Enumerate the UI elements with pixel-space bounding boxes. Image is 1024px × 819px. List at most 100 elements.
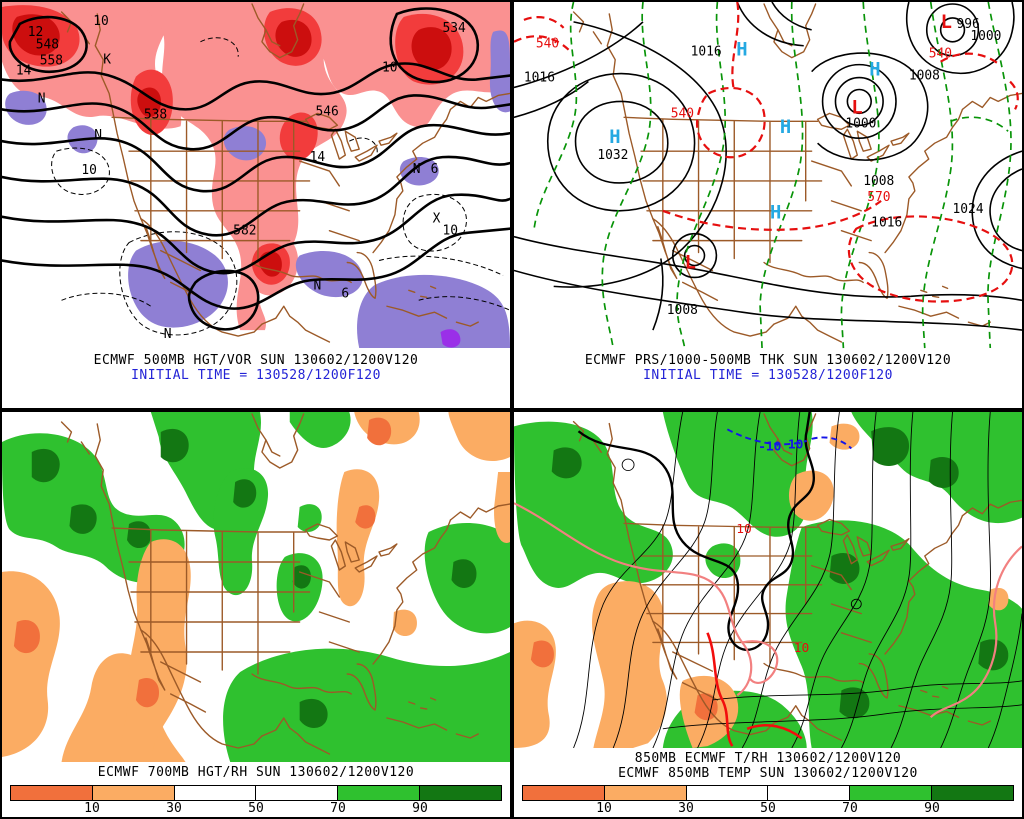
rh-colorbar-ticks: 10 30 50 70 90 xyxy=(522,801,1014,816)
isobar-contours xyxy=(514,2,1022,331)
panel-850mb-t-rh: -10 10 10 10 850MB ECMWF T/RH 130602/1200V1… xyxy=(512,410,1024,819)
temp-contours-warm-bold xyxy=(706,632,803,747)
map-label: H xyxy=(869,59,880,81)
colorbar-tick-label: 10 xyxy=(596,801,612,816)
map-label: 1032 xyxy=(597,148,628,163)
rh-shading-dark-green xyxy=(551,427,1009,719)
map-label: 6 xyxy=(341,286,349,301)
map-label: 538 xyxy=(144,107,167,122)
map-label: 558 xyxy=(40,54,63,69)
rh-shading-deep-orange xyxy=(13,417,392,708)
colorbar-segment xyxy=(255,786,338,800)
map-label: 1008 xyxy=(909,69,940,84)
rh-shading-dark-green xyxy=(31,428,477,728)
map-label: 548 xyxy=(36,38,59,53)
colorbar-segment xyxy=(685,786,768,800)
map-label: L xyxy=(941,11,952,33)
colorbar-tick-label: 70 xyxy=(330,801,346,816)
colorbar-segment xyxy=(419,786,501,800)
map-label: 14 xyxy=(16,64,32,79)
rh-shading-green xyxy=(2,412,510,762)
map-label: 1000 xyxy=(970,29,1001,44)
temp-contour-zero xyxy=(577,412,815,651)
colorbar-segment xyxy=(523,786,604,800)
colorbar-segment xyxy=(931,786,1013,800)
caption-line1: ECMWF 700MB HGT/RH SUN 130602/1200V120 xyxy=(97,765,415,780)
rh-colorbar xyxy=(10,785,502,801)
map-label: L xyxy=(685,251,696,273)
map-700mb-rh xyxy=(2,412,510,762)
map-label: N xyxy=(314,278,322,293)
map-label: 534 xyxy=(443,21,467,36)
panel-prs-thickness: 540 1016 H 1032 540 H 1016 H L 1000 1008 L 996 1000 54… xyxy=(512,0,1024,410)
map-label: 1016 xyxy=(691,45,722,60)
caption-850mb: 850MB ECMWF T/RH 130602/1200V120 ECMWF 8… xyxy=(514,748,1022,781)
caption-line1: ECMWF PRS/1000-500MB THK SUN 130602/1200… xyxy=(584,353,952,368)
map-label: 1016 xyxy=(524,71,555,86)
map-label: N xyxy=(94,128,102,143)
caption-700mb: ECMWF 700MB HGT/RH SUN 130602/1200V120 xyxy=(2,762,510,780)
rh-colorbar xyxy=(522,785,1014,801)
panel-500mb-hgt-vor: 12 548 558 14 10 K N 538 N 10 546 14 534 10 N 6 X 10 582 N N… xyxy=(0,0,512,410)
caption-line2: ECMWF 850MB TEMP SUN 130602/1200V120 xyxy=(618,766,918,781)
map-label: 10 xyxy=(93,14,109,29)
map-label: L xyxy=(851,96,862,118)
map-label: 1008 xyxy=(863,174,894,189)
colorbar-tick-label: 50 xyxy=(760,801,776,816)
temp-contours-cold xyxy=(726,428,853,450)
colorbar-segment xyxy=(767,786,850,800)
temp-contours-warm xyxy=(514,502,1022,719)
map-label: H xyxy=(780,116,791,138)
map-label: 10 xyxy=(443,224,459,239)
colorbar-tick-label: 10 xyxy=(84,801,100,816)
caption-line1: 850MB ECMWF T/RH 130602/1200V120 xyxy=(634,751,902,766)
map-label: 1024 xyxy=(953,202,984,217)
map-label: 1000 xyxy=(845,116,876,131)
map-label: 996 xyxy=(957,17,980,32)
colorbar-segment xyxy=(849,786,932,800)
map-label: 546 xyxy=(316,104,339,119)
map-label: -10 xyxy=(758,439,781,454)
caption-line1: ECMWF 500MB HGT/VOR SUN 130602/1200V120 xyxy=(93,353,419,368)
colorbar-segment xyxy=(603,786,686,800)
caption-500mb: ECMWF 500MB HGT/VOR SUN 130602/1200V120 … xyxy=(2,350,510,383)
colorbar-tick-label: 30 xyxy=(678,801,694,816)
colorbar-segment xyxy=(91,786,174,800)
map-label: 10 xyxy=(382,61,398,76)
map-label: 540 xyxy=(929,47,952,62)
caption-initial-time: INITIAL TIME = 130528/1200F120 xyxy=(131,368,381,383)
map-label: N xyxy=(164,327,172,342)
colorbar-segment xyxy=(173,786,256,800)
vorticity-shading-negative-max xyxy=(440,329,461,348)
map-label: X xyxy=(433,212,441,227)
colorbar-tick-label: 70 xyxy=(842,801,858,816)
map-label: K xyxy=(103,53,111,68)
colorbar-tick-label: 90 xyxy=(924,801,940,816)
colorbar-tick-label: 30 xyxy=(166,801,182,816)
temp-contours xyxy=(573,412,1022,748)
map-label: 14 xyxy=(310,150,326,165)
map-label: 6 xyxy=(431,162,439,177)
map-label: 582 xyxy=(233,224,256,239)
vorticity-shading-negative xyxy=(5,30,510,349)
caption-thickness: ECMWF PRS/1000-500MB THK SUN 130602/1200… xyxy=(514,350,1022,383)
vorticity-contours xyxy=(51,37,510,336)
map-label: 1008 xyxy=(667,303,698,318)
map-label: 12 xyxy=(28,25,44,40)
map-label: 1016 xyxy=(871,216,902,231)
map-label: H xyxy=(736,39,747,61)
colorbar-tick-label: 90 xyxy=(412,801,428,816)
map-label: H xyxy=(609,126,620,148)
map-label: 10 xyxy=(81,163,97,178)
colorbar-segment xyxy=(11,786,92,800)
map-label: H xyxy=(770,202,781,224)
thickness-contours-green xyxy=(533,2,1012,349)
map-label: 10 xyxy=(788,437,804,452)
map-label: 540 xyxy=(671,106,694,121)
rh-shading-orange xyxy=(2,412,510,762)
vorticity-shading-max xyxy=(12,14,452,277)
map-label: N xyxy=(38,91,46,106)
map-label: 570 xyxy=(867,190,890,205)
